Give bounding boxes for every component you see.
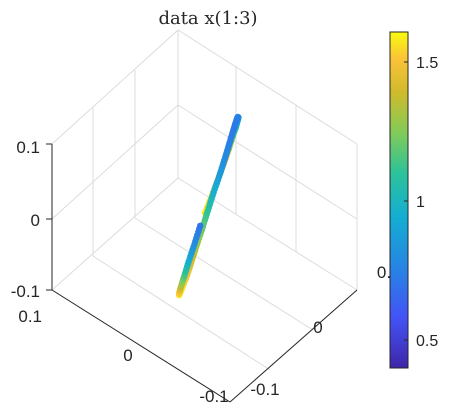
colorbar-tick-label: 1 xyxy=(416,194,425,211)
x-tick-label: 0 xyxy=(123,346,132,365)
chart-title: data x(1:3) xyxy=(158,8,257,29)
floor-gridline-b xyxy=(92,255,271,371)
x-tick-label: -0.1 xyxy=(199,387,228,406)
x-tick-label: 0.1 xyxy=(18,307,42,326)
y-axis-line xyxy=(229,289,358,403)
z-tick-label: -0.1 xyxy=(11,282,40,301)
z-tick-label: 0 xyxy=(31,211,40,230)
gridline-z-low xyxy=(51,177,358,291)
scatter-points xyxy=(175,113,242,299)
colorbar-tick-label: 1.5 xyxy=(416,55,438,72)
back-top-edge xyxy=(51,29,358,145)
x-axis-line xyxy=(51,289,231,403)
z-tick-label: 0.1 xyxy=(16,138,40,157)
colorbar-ticks: 1.5 1 0.5 xyxy=(404,55,438,350)
y-tick-label: 0 xyxy=(313,318,322,337)
axes-box xyxy=(46,29,358,403)
data-point xyxy=(197,222,204,229)
y-tick-label: 0. xyxy=(377,263,391,282)
floor-gridline-c xyxy=(134,217,314,331)
gridline-z-mid xyxy=(51,104,358,220)
colorbar-tick-label: 0.5 xyxy=(416,333,438,350)
y-tick-label: -0.1 xyxy=(250,380,279,399)
colorbar xyxy=(389,31,409,369)
tick-labels: 0.1 0 -0.1 0.1 0 -0.1 -0.1 0 0. xyxy=(11,138,391,406)
